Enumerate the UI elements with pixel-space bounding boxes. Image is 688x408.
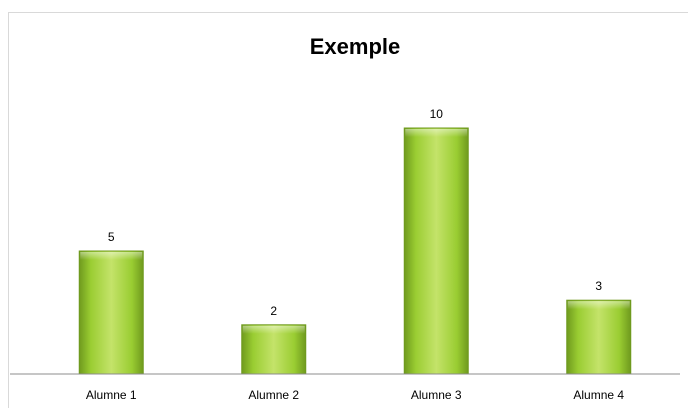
category-label-1: Alumne 1 — [86, 388, 137, 402]
bar-highlight-3 — [405, 129, 468, 137]
data-label-3: 10 — [430, 107, 444, 121]
bar-4 — [566, 299, 632, 375]
bar-highlight-2 — [242, 325, 305, 334]
data-label-4: 3 — [595, 279, 602, 293]
category-label-3: Alumne 3 — [411, 388, 462, 402]
labels-group: 5 Alumne 1 2 Alumne 2 10 Alumne 3 3 Alumne 4 — [86, 107, 625, 402]
data-label-2: 2 — [270, 304, 277, 318]
bar-highlight-4 — [567, 301, 630, 310]
data-label-1: 5 — [108, 230, 115, 244]
bar-3 — [403, 127, 469, 375]
chart-title: Exemple — [310, 34, 401, 59]
bars-group — [78, 127, 632, 375]
category-label-4: Alumne 4 — [573, 388, 624, 402]
bar-1 — [78, 250, 144, 375]
category-label-2: Alumne 2 — [248, 388, 299, 402]
bar-highlight-1 — [80, 252, 143, 260]
chart-area — [8, 12, 688, 408]
